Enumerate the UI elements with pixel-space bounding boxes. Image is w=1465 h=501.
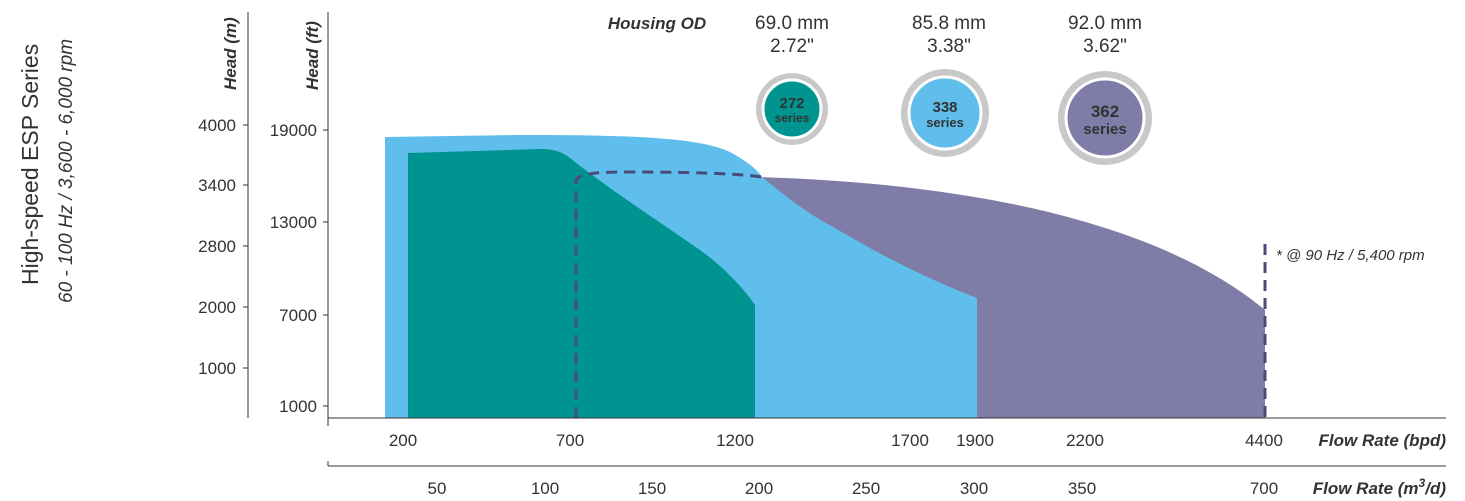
- x-ticks-bpd: 200 700 1200 1700 1900 2200 4400: [389, 431, 1283, 450]
- x-tick-label-bpd: 4400: [1245, 431, 1283, 450]
- y-tick-label-ft: 13000: [270, 213, 317, 232]
- housing-od-mm: 85.8 mm: [912, 13, 986, 34]
- y-tick-label-ft: 19000: [270, 121, 317, 140]
- x-tick-label-bpd: 2200: [1066, 431, 1104, 450]
- badge-series-number: 362: [1091, 102, 1119, 121]
- badge-series-number: 272: [779, 95, 804, 112]
- badge-core: [907, 75, 983, 151]
- x-tick-label-bpd: 1700: [891, 431, 929, 450]
- x-ticks-m3d: 50 100 150 200 250 300 350 700: [428, 479, 1279, 498]
- dashed-envelope-line: [574, 170, 763, 418]
- x-tick-label-m3d: 50: [428, 479, 447, 498]
- x-tick-label-m3d: 350: [1068, 479, 1096, 498]
- x-tick-label-m3d: 200: [745, 479, 773, 498]
- x-axis-title-m3d-main: Flow Rate (m: [1313, 479, 1419, 498]
- x-tick-label-bpd: 1900: [956, 431, 994, 450]
- housing-od-mm: 92.0 mm: [1068, 13, 1142, 34]
- area-272-series: [408, 149, 755, 418]
- chart-title: High-speed ESP Series: [17, 44, 43, 285]
- housing-od-in: 2.72": [770, 36, 814, 57]
- x-tick-label-m3d: 300: [960, 479, 988, 498]
- y-tick-label-m: 3400: [198, 176, 236, 195]
- x-tick-label-bpd: 1200: [716, 431, 754, 450]
- x-tick-label-bpd: 200: [389, 431, 417, 450]
- housing-od-label: Housing OD: [608, 14, 706, 33]
- badge-series-word: series: [775, 111, 810, 125]
- x-tick-label-m3d: 250: [852, 479, 880, 498]
- y-tick-label-m: 1000: [198, 359, 236, 378]
- y-axis-title-ft: Head (ft): [303, 21, 322, 90]
- badge-core: [761, 78, 823, 140]
- y-tick-label-ft: 1000: [279, 397, 317, 416]
- badge-core: [1064, 77, 1146, 159]
- y-tick-label-m: 2000: [198, 298, 236, 317]
- x-axis-title-bpd: Flow Rate (bpd): [1319, 431, 1447, 450]
- x-axis-title-m3d: Flow Rate (m3/d): [1313, 476, 1447, 498]
- y-tick-label-m: 4000: [198, 116, 236, 135]
- chart-subtitle: 60 - 100 Hz / 3,600 - 6,000 rpm: [56, 39, 77, 303]
- x-axis-title-m3d-sup: 3: [1419, 476, 1426, 490]
- housing-od-in: 3.62": [1083, 36, 1127, 57]
- badge-series-word: series: [1083, 121, 1126, 138]
- x-tick-label-m3d: 100: [531, 479, 559, 498]
- x-tick-label-m3d: 150: [638, 479, 666, 498]
- housing-od-in: 3.38": [927, 36, 971, 57]
- y-ticks-ft: 19000 13000 7000 1000: [270, 121, 328, 416]
- x-axis-title-m3d-end: /d): [1424, 479, 1446, 498]
- y-axis-title-m: Head (m): [221, 17, 240, 90]
- badge-series-number: 338: [932, 99, 957, 116]
- x-tick-label-m3d: 700: [1250, 479, 1278, 498]
- y-tick-label-ft: 7000: [279, 306, 317, 325]
- y-ticks-m: 4000 3400 2800 2000 1000: [198, 116, 248, 378]
- rpm-annotation: * @ 90 Hz / 5,400 rpm: [1276, 247, 1425, 264]
- housing-od-mm: 69.0 mm: [755, 13, 829, 34]
- badge-series-word: series: [926, 115, 964, 130]
- y-tick-label-m: 2800: [198, 237, 236, 256]
- x-tick-label-bpd: 700: [556, 431, 584, 450]
